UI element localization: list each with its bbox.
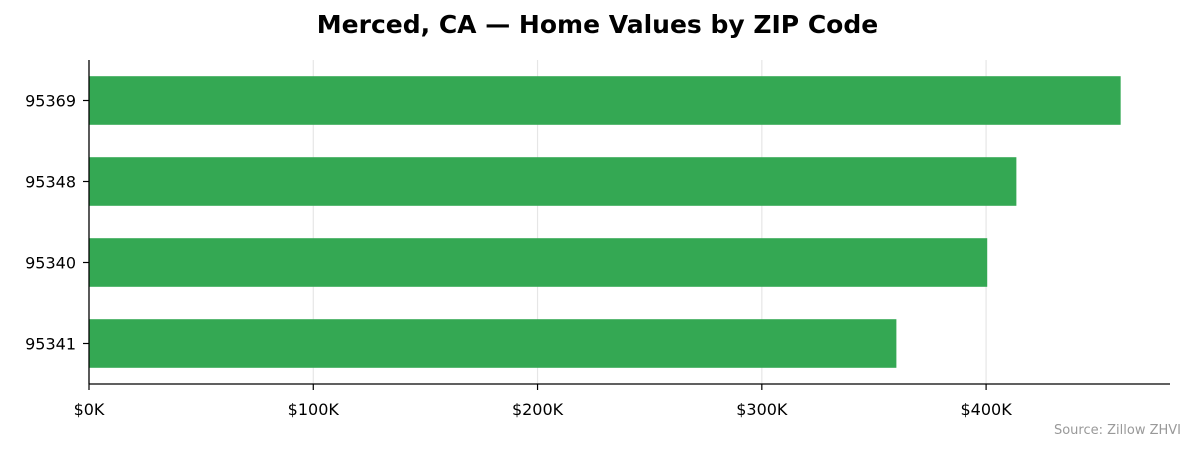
chart-title: Merced, CA — Home Values by ZIP Code	[316, 10, 879, 39]
x-tick-label: $300K	[736, 400, 788, 419]
source-note: Source: Zillow ZHVI	[1053, 423, 1181, 438]
x-tick-label: $100K	[288, 400, 340, 419]
bar	[89, 157, 1017, 206]
y-tick-label: 95341	[25, 335, 76, 354]
bar	[89, 238, 988, 287]
y-tick-label: 95348	[25, 173, 76, 192]
bar-layer	[89, 76, 1121, 368]
x-tick-label: $200K	[512, 400, 564, 419]
x-tick-label: $400K	[960, 400, 1012, 419]
y-tick-label: 95340	[25, 254, 76, 273]
axis-layer: $0K $100K $200K $300K $400K 95369 95348 95340 95…	[25, 60, 1170, 419]
x-tick-label: $0K	[74, 400, 105, 419]
bar	[89, 319, 897, 368]
bar	[89, 76, 1121, 125]
y-tick-label: 95369	[25, 92, 76, 111]
